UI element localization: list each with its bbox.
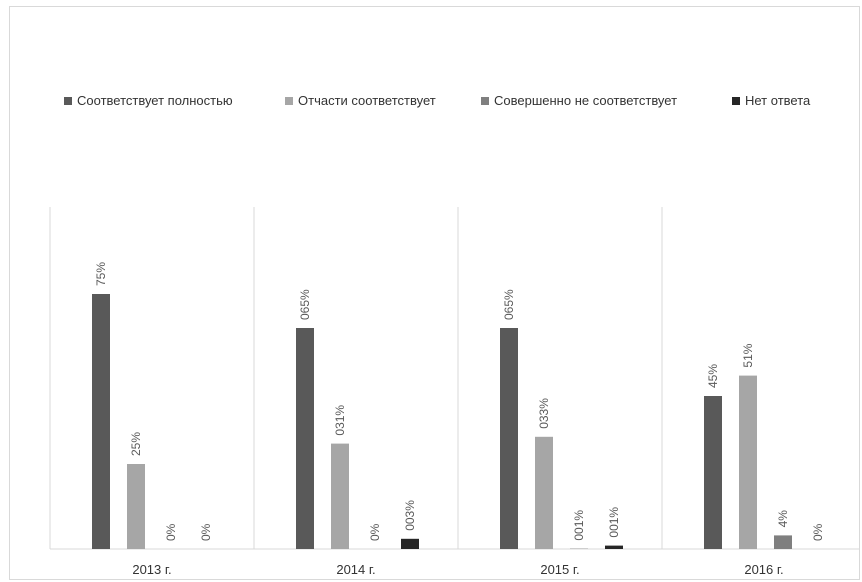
data-label: 51%: [741, 343, 755, 367]
bar: [127, 464, 145, 549]
legend-label-none: Совершенно не соответствует: [494, 93, 678, 108]
legend-label-no-answer: Нет ответа: [745, 93, 811, 108]
bar: [774, 535, 792, 549]
data-label: 75%: [94, 262, 108, 286]
legend-label-partial: Отчасти соответствует: [298, 93, 436, 108]
bar: [605, 545, 623, 549]
data-label: 001%: [572, 510, 586, 541]
x-tick-label: 2014 г.: [336, 562, 375, 577]
bar: [704, 396, 722, 549]
x-tick-label: 2015 г.: [540, 562, 579, 577]
bar: [331, 443, 349, 549]
legend-swatch-partial: [285, 96, 293, 105]
legend-item-no-answer: Нет ответа: [732, 93, 810, 108]
legend-label-full: Соответствует полностью: [77, 93, 233, 108]
bar: [401, 538, 419, 549]
legend-item-full: Соответствует полностью: [64, 93, 233, 108]
legend-swatch-no-answer: [732, 96, 740, 105]
data-label: 0%: [164, 523, 178, 541]
bar: [92, 294, 110, 549]
data-label: 0%: [368, 523, 382, 541]
data-label: 45%: [706, 364, 720, 388]
data-label: 065%: [298, 289, 312, 320]
data-label: 003%: [403, 500, 417, 531]
data-label: 0%: [811, 523, 825, 541]
bar: [296, 328, 314, 549]
data-label: 065%: [502, 289, 516, 320]
legend-item-none: Совершенно не соответствует: [481, 93, 677, 108]
legend-swatch-none: [481, 96, 489, 105]
data-label: 25%: [129, 432, 143, 456]
legend-item-partial: Отчасти соответствует: [285, 93, 436, 108]
data-label: 031%: [333, 405, 347, 436]
data-label: 4%: [776, 510, 790, 528]
data-label: 001%: [607, 507, 621, 538]
chart-legend: Соответствует полностью Отчасти соответс…: [64, 93, 844, 111]
legend-swatch-full: [64, 96, 72, 105]
x-tick-label: 2016 г.: [744, 562, 783, 577]
bar: [535, 436, 553, 549]
bar: [500, 328, 518, 549]
data-label: 0%: [199, 523, 213, 541]
bar: [739, 375, 757, 549]
data-label: 033%: [537, 398, 551, 429]
x-tick-label: 2013 г.: [132, 562, 171, 577]
